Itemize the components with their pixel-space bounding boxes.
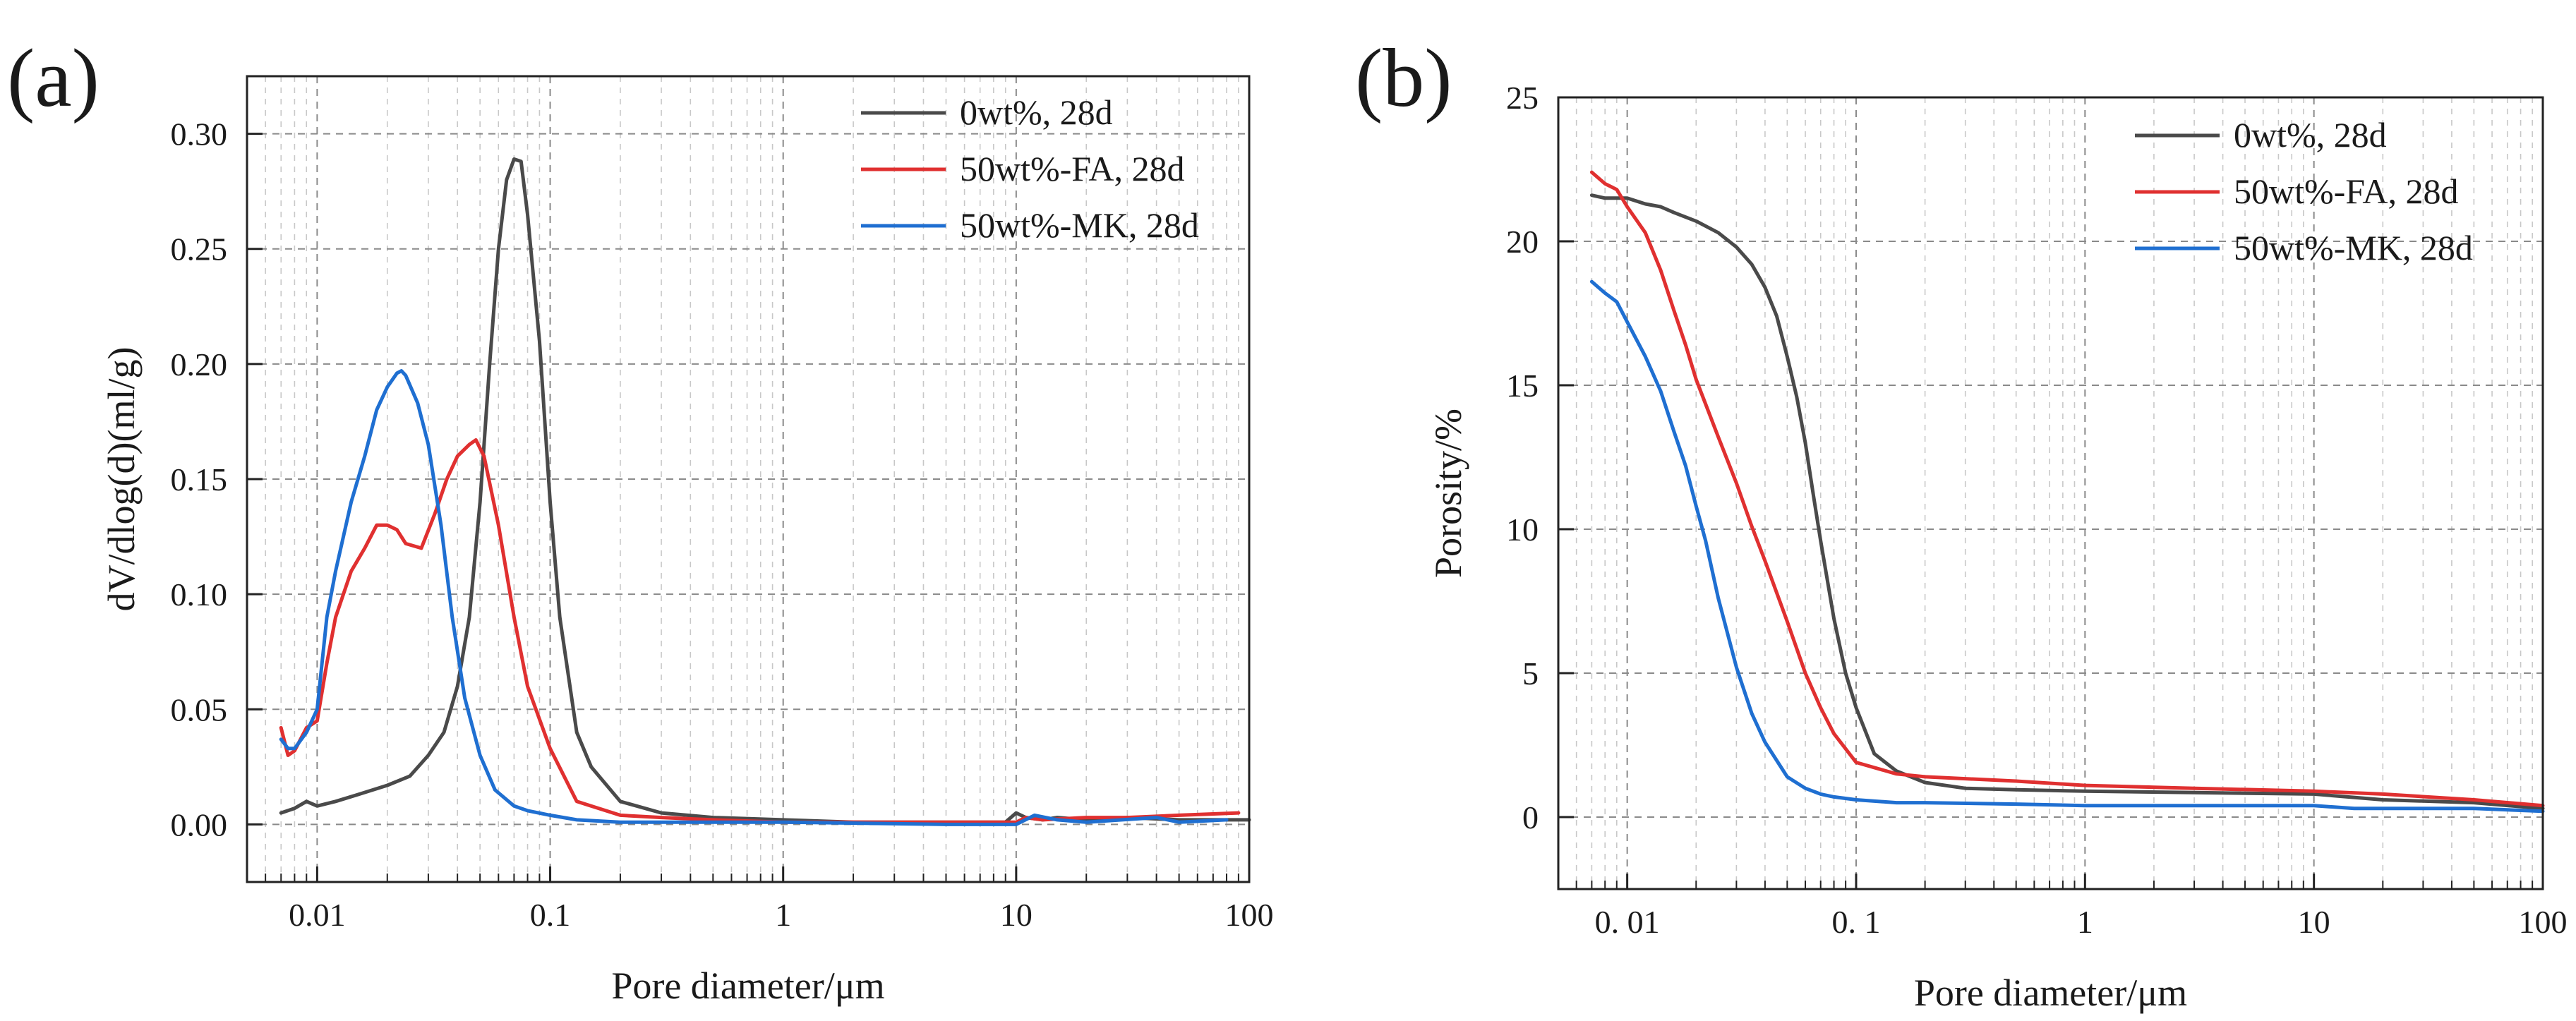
panel-a-y-tick-label: 0.05 [171, 691, 228, 727]
panel-a-y-tick-label: 0.30 [171, 116, 228, 152]
panel-a-grid [247, 76, 1249, 882]
panel-a-x-tick-label: 0.01 [289, 897, 346, 933]
panel-a-y-axis-label: dV/dlog(d)(ml/g) [100, 347, 143, 612]
panel-b-series-line-0 [1589, 193, 2545, 811]
panel-a-y-tick-label: 0.10 [171, 576, 228, 612]
panel-a-label: (a) [7, 32, 100, 124]
panel-b-y-tick-label: 5 [1522, 656, 1539, 691]
panel-b-x-tick-label: 100 [2519, 904, 2568, 940]
panel-a-x-axis-label: Pore diameter/μm [611, 965, 884, 1007]
panel-a-legend: 0wt%, 28d 50wt%-FA, 28d 50wt%-MK, 28d [861, 92, 1199, 245]
panel-a-y-tick-label: 0.20 [171, 346, 228, 382]
panel-b-y-tick-label: 10 [1506, 512, 1539, 548]
panel-a-tick-labels: 0.01 0.1 1 10 100 0.00 0.05 0.10 0.15 0.20 0.25 0.3… [171, 116, 1274, 933]
panel-a-y-tick-label: 0.15 [171, 461, 228, 497]
panel-b-plot-frame [1557, 96, 2544, 890]
panel-a-x-tick-label: 100 [1225, 897, 1274, 933]
panel-a: (a) 0.01 0.1 1 10 100 0.00 0.05 0.10 0.15 0.20 0.2… [7, 32, 1274, 1007]
panel-b-legend: 0wt%, 28d 50wt%-FA, 28d 50wt%-MK, 28d [2135, 115, 2473, 267]
panel-a-legend-label-2: 50wt%-MK, 28d [960, 205, 1199, 245]
panel-b-x-axis-label: Pore diameter/μm [1914, 972, 2187, 1014]
panel-b-legend-label-0: 0wt%, 28d [2234, 115, 2387, 155]
panel-a-series [279, 157, 1251, 826]
panel-a-x-tick-label: 0.1 [530, 897, 571, 933]
panel-b-x-tick-label: 10 [2298, 904, 2330, 940]
panel-b-x-tick-label: 1 [2077, 904, 2093, 940]
panel-b-ticks [1558, 96, 2544, 889]
panel-b-legend-label-2: 50wt%-MK, 28d [2234, 228, 2473, 267]
panel-a-legend-label-1: 50wt%-FA, 28d [960, 149, 1185, 188]
panel-b-y-tick-label: 15 [1506, 368, 1539, 404]
panel-b-y-tick-label: 20 [1506, 224, 1539, 260]
panel-a-x-tick-label: 1 [775, 897, 791, 933]
panel-b-series-line-2 [1589, 279, 2545, 814]
panel-b-y-axis-label: Porosity/% [1427, 409, 1469, 578]
panel-b-y-tick-label: 0 [1522, 799, 1539, 835]
panel-b-x-tick-label: 0. 1 [1831, 904, 1880, 940]
panel-b-y-tick-label: 25 [1506, 80, 1539, 116]
panel-b-grid [1558, 97, 2543, 889]
panel-a-y-tick-label: 0.25 [171, 231, 228, 267]
panel-b-tick-labels: 0. 01 0. 1 1 10 100 0 5 10 15 20 25 [1506, 80, 2568, 940]
panel-b-x-tick-label: 0. 01 [1595, 904, 1660, 940]
panel-b-series [1589, 170, 2545, 814]
panel-b-legend-label-1: 50wt%-FA, 28d [2234, 171, 2459, 211]
panel-a-ticks [247, 133, 1251, 882]
panel-a-legend-label-0: 0wt%, 28d [960, 92, 1113, 132]
panel-a-series-line-1 [279, 438, 1241, 824]
panel-a-y-tick-label: 0.00 [171, 806, 228, 842]
panel-b-label: (b) [1355, 32, 1452, 124]
panel-a-series-line-0 [279, 157, 1251, 824]
panel-b: (b) 0. 01 0. 1 1 10 100 0 5 10 15 20 25 Pore diame… [1355, 32, 2568, 1014]
panel-b-series-line-1 [1589, 170, 2545, 808]
panel-a-x-tick-label: 10 [1000, 897, 1033, 933]
panel-a-series-line-2 [279, 369, 1229, 826]
